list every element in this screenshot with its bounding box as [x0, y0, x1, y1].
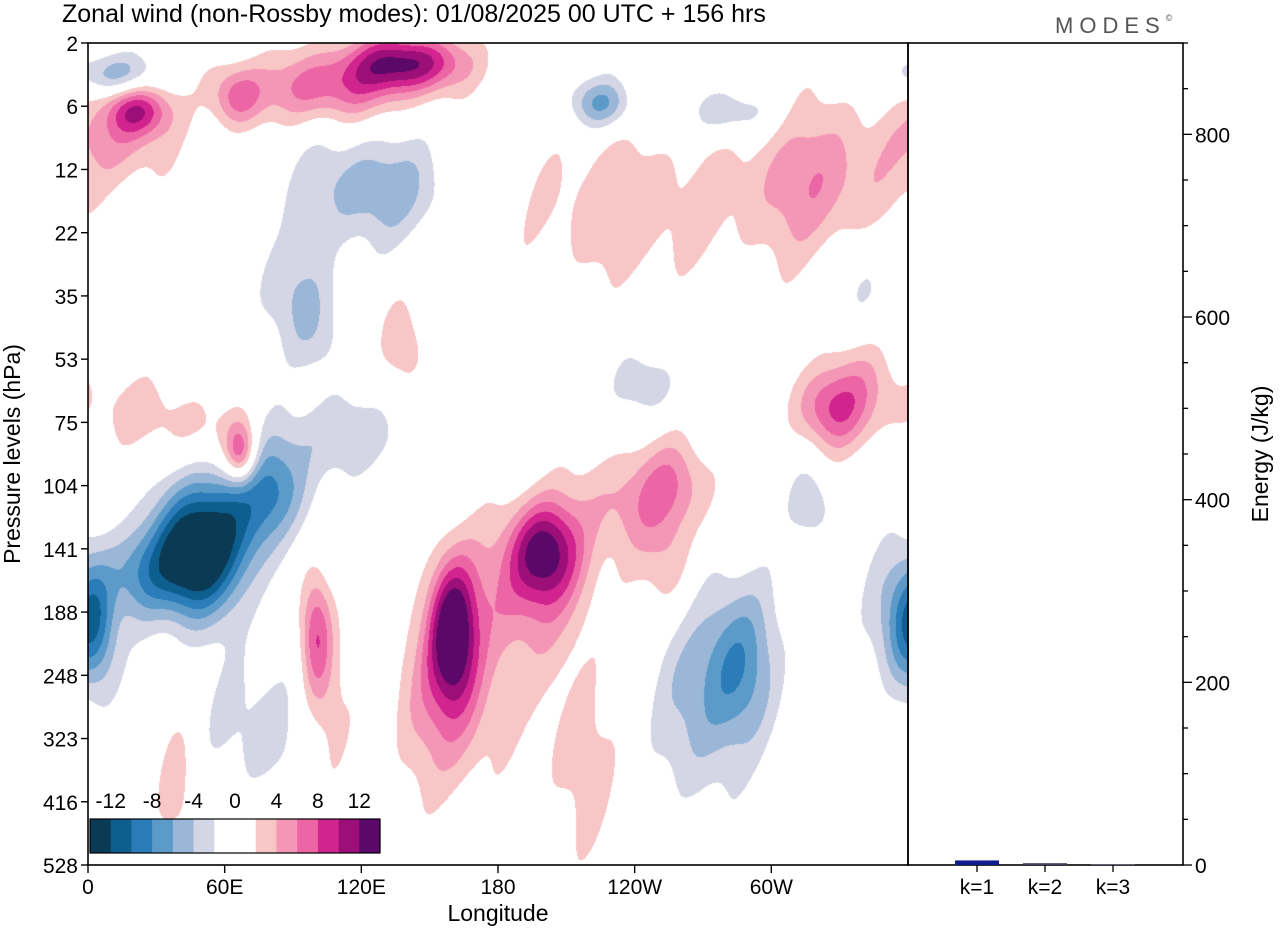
- x-tick-label: 60E: [206, 876, 243, 899]
- y-axis-label: Pressure levels (hPa): [0, 344, 25, 564]
- colorbar-cell: [131, 819, 153, 853]
- colorbar-cell: [317, 819, 339, 853]
- y-tick-label: 6: [66, 96, 78, 119]
- colorbar-cell: [338, 819, 360, 853]
- colorbar-cell: [276, 819, 298, 853]
- modes-brand: MODES©: [1055, 13, 1173, 38]
- y-tick-label: 416: [43, 792, 78, 815]
- y-tick-label: 141: [43, 539, 78, 562]
- colorbar-frame: [89, 818, 381, 854]
- energy-axis-label: Energy (J/kg): [1247, 386, 1273, 523]
- x-tick-label: 0: [82, 876, 94, 899]
- x-tick-label: 60W: [750, 876, 793, 899]
- y-tick-label: 323: [43, 729, 78, 752]
- y-tick-label: 104: [43, 476, 78, 499]
- chart-title: Zonal wind (non-Rossby modes): 01/08/202…: [62, 0, 766, 28]
- modes-brand-name: MODES: [1055, 13, 1166, 38]
- heatmap-plot: [87, 42, 909, 866]
- modes-brand-mark: ©: [1166, 13, 1173, 23]
- energy-tick-label: 400: [1195, 490, 1230, 513]
- colorbar-cell: [214, 819, 236, 853]
- y-tick-label: 35: [55, 286, 78, 309]
- y-tick-label: 75: [55, 412, 78, 435]
- colorbar: -12 -8 -4 0 4 8 12: [89, 790, 381, 854]
- energy-panel: 0 200 400 600 800 k=1 k=2 k=3 Energy (J/kg): [907, 42, 1273, 899]
- colorbar-cell: [90, 819, 112, 853]
- y-tick-label: 188: [43, 602, 78, 625]
- y-tick-label: 528: [43, 855, 78, 878]
- energy-category-label: k=3: [1096, 876, 1130, 899]
- energy-bar: [1023, 863, 1067, 865]
- x-tick-label: 120E: [337, 876, 386, 899]
- y-tick-label: 53: [55, 349, 78, 372]
- colorbar-cell: [235, 819, 257, 853]
- energy-category-label: k=2: [1028, 876, 1062, 899]
- energy-category-label: k=1: [960, 876, 994, 899]
- y-tick-label: 12: [55, 159, 78, 182]
- x-axis-label: Longitude: [447, 900, 548, 926]
- colorbar-cell: [152, 819, 174, 853]
- colorbar-tick-label: -12: [96, 790, 126, 813]
- colorbar-cell: [255, 819, 277, 853]
- y-tick-label: 248: [43, 665, 78, 688]
- energy-frame: [907, 42, 1184, 866]
- colorbar-tick-label: 8: [312, 790, 324, 813]
- energy-tick-label: 0: [1195, 855, 1207, 878]
- energy-bar: [955, 860, 999, 865]
- y-axis: 2 6 12 22 35 53 75 104 141 188 248 323 416 528: [43, 33, 88, 878]
- x-tick-label: 120W: [607, 876, 662, 899]
- y-tick-label: 22: [55, 223, 78, 246]
- y-tick-label: 2: [66, 33, 78, 56]
- heatmap-image: [88, 43, 908, 865]
- colorbar-cell: [110, 819, 132, 853]
- colorbar-tick-label: -8: [143, 790, 162, 813]
- energy-bar: [1091, 864, 1135, 866]
- colorbar-cell: [359, 819, 381, 853]
- energy-tick-label: 200: [1195, 672, 1230, 695]
- colorbar-tick-label: 4: [271, 790, 283, 813]
- x-tick-label: 180: [480, 876, 515, 899]
- x-axis: 0 60E 120E 180 120W 60W: [82, 865, 793, 899]
- energy-tick-label: 600: [1195, 307, 1230, 330]
- colorbar-tick-label: 12: [348, 790, 371, 813]
- colorbar-tick-label: -4: [184, 790, 203, 813]
- energy-tick-label: 800: [1195, 124, 1230, 147]
- colorbar-tick-label: 0: [229, 790, 241, 813]
- colorbar-cell: [193, 819, 215, 853]
- colorbar-cell: [297, 819, 319, 853]
- colorbar-cell: [172, 819, 194, 853]
